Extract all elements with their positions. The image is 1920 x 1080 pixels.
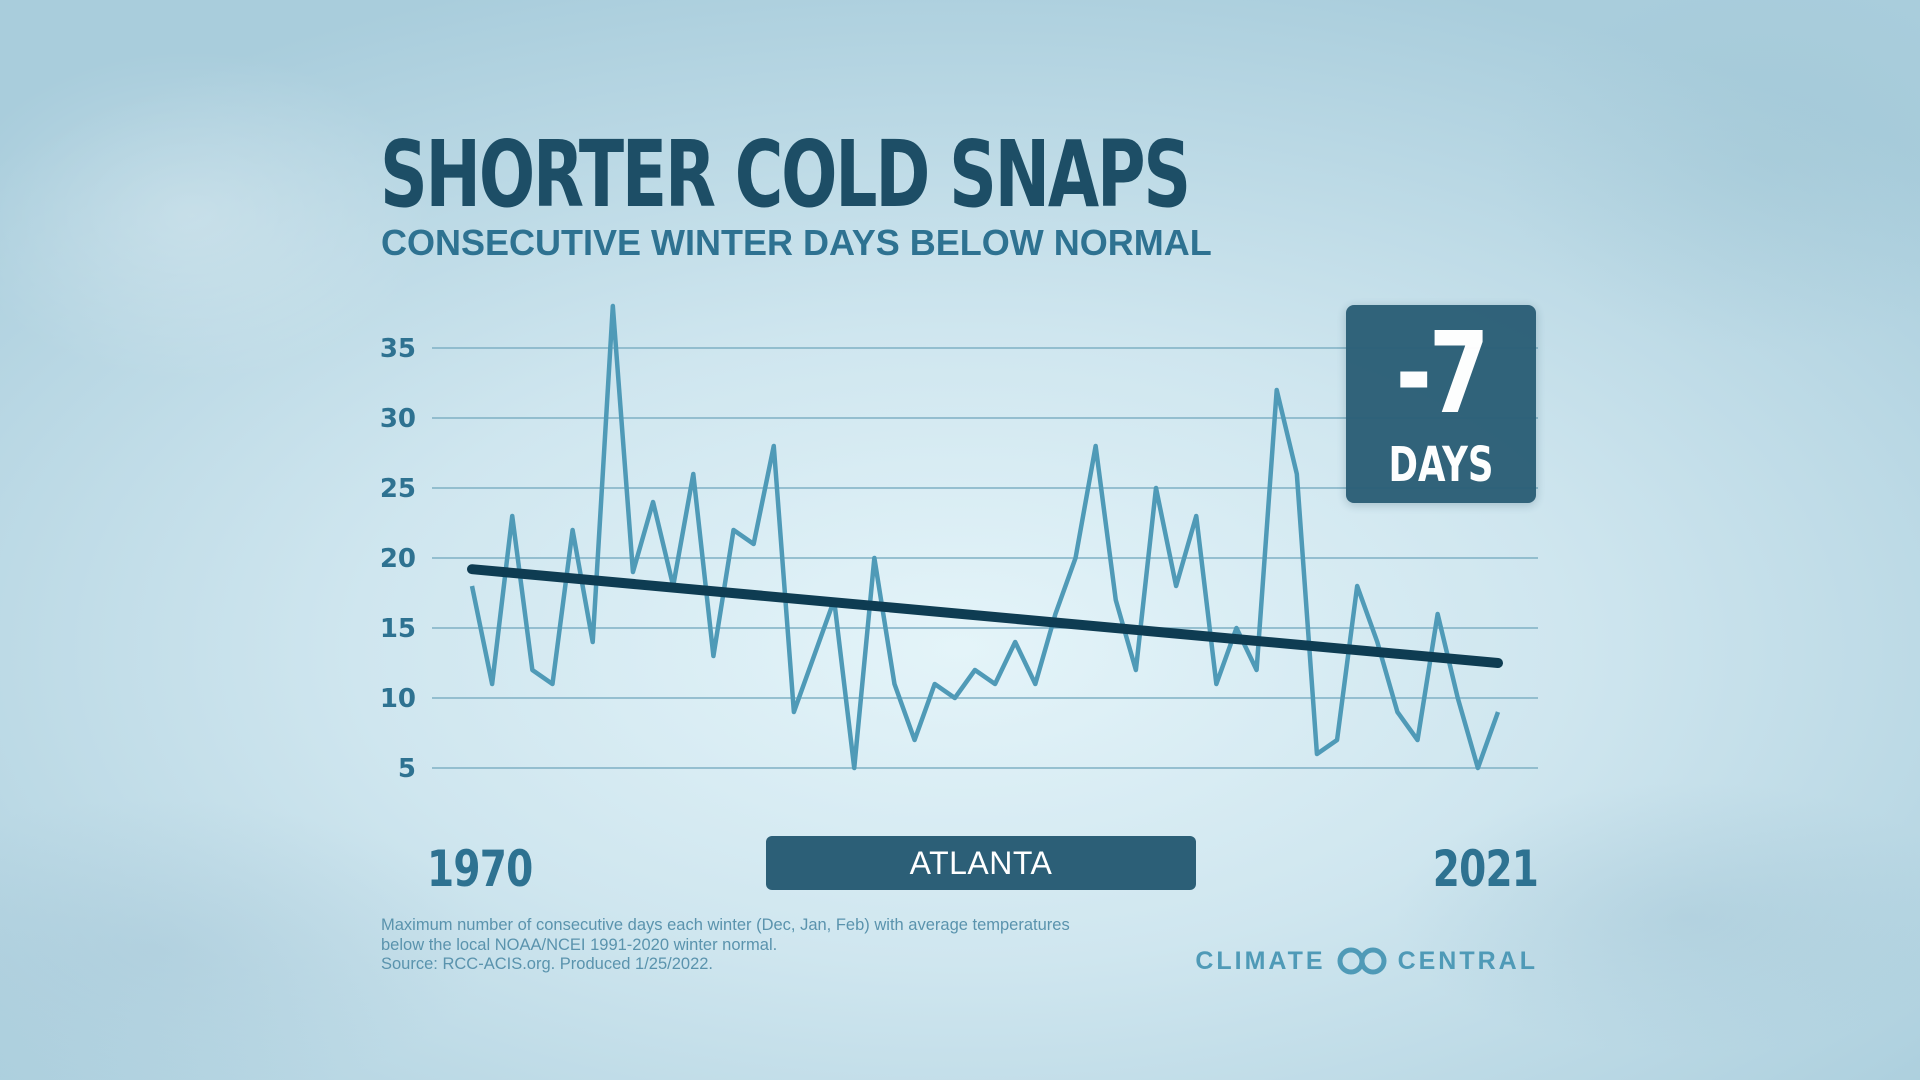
y-tick-label-10: 10	[380, 684, 416, 714]
trend-line	[467, 564, 1503, 668]
y-axis-ticks: 5 10 15 20 25 30 35	[380, 334, 416, 784]
y-tick-label-30: 30	[380, 404, 416, 434]
footnote-line-2: below the local NOAA/NCEI 1991-2020 wint…	[381, 935, 778, 954]
footnote-line-3: Source: RCC-ACIS.org. Produced 1/25/2022…	[381, 955, 714, 973]
x-tick-end: 2021	[1432, 840, 1539, 898]
brand-left: CLIMATE	[1195, 946, 1326, 975]
footnote: Maximum number of consecutive days each …	[381, 916, 1141, 975]
callout-value: -7	[1395, 309, 1490, 439]
y-tick-label-25: 25	[380, 474, 416, 504]
y-tick-label-5: 5	[398, 754, 416, 784]
location-label: ATLANTA	[766, 836, 1196, 890]
y-tick-label-15: 15	[380, 614, 416, 644]
chart-title: SHORTER COLD SNAPS	[380, 121, 1191, 228]
callout-unit: DAYS	[1388, 437, 1494, 493]
series-layer	[469, 303, 1501, 771]
y-tick-label-35: 35	[380, 334, 416, 364]
series-line-0	[469, 303, 1501, 771]
linked-circles-icon	[1337, 947, 1387, 975]
footnote-line-1: Maximum number of consecutive days each …	[381, 916, 1070, 934]
brand-right: CENTRAL	[1397, 946, 1538, 975]
chart-subtitle: CONSECUTIVE WINTER DAYS BELOW NORMAL	[381, 222, 1212, 263]
climate-central-logo: CLIMATE CENTRAL	[1195, 946, 1538, 976]
y-tick-label-20: 20	[380, 544, 416, 574]
change-callout: -7 DAYS	[1346, 305, 1536, 503]
trend-layer	[467, 564, 1503, 668]
x-tick-start: 1970	[427, 840, 533, 898]
